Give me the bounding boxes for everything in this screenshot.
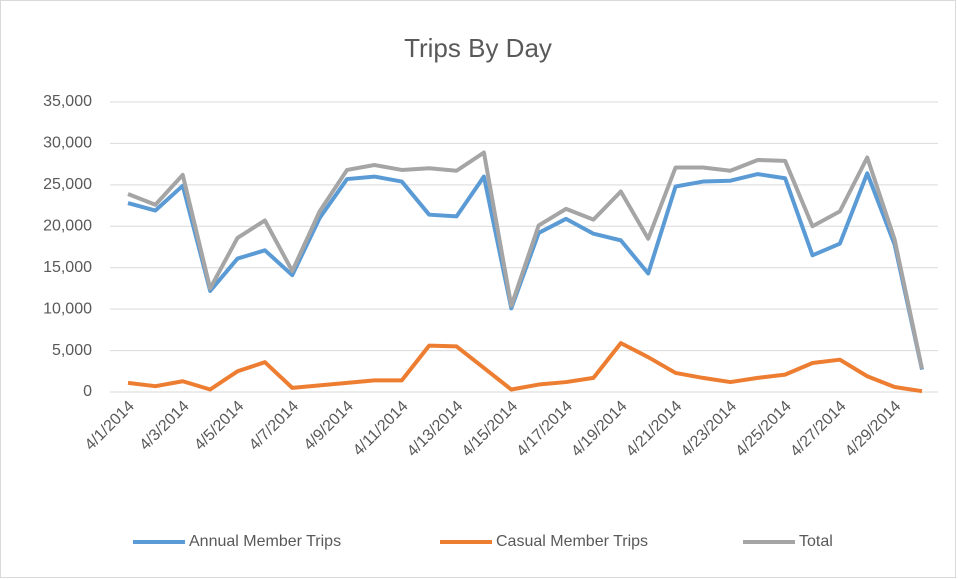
legend-label: Total: [799, 533, 833, 550]
y-tick-label: 0: [83, 383, 92, 400]
series-line: [127, 341, 923, 394]
y-tick-label: 25,000: [43, 176, 92, 193]
y-tick-label: 30,000: [43, 135, 92, 152]
y-tick-label: 15,000: [43, 259, 92, 276]
series-line: [127, 150, 924, 370]
legend-label: Casual Member Trips: [496, 533, 648, 550]
y-tick-label: 35,000: [43, 93, 92, 110]
y-tick-label: 20,000: [43, 218, 92, 235]
y-tick-label: 5,000: [52, 342, 92, 359]
y-tick-label: 10,000: [43, 300, 92, 317]
legend-label: Annual Member Trips: [189, 533, 341, 550]
chart-title: Trips By Day: [404, 33, 552, 63]
